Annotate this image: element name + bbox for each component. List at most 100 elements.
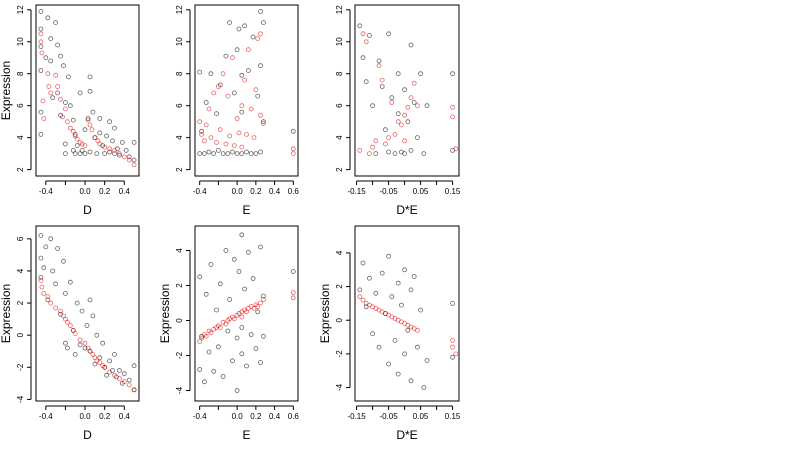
x-tick-label: -0.05 — [379, 187, 398, 196]
data-point — [203, 122, 209, 128]
data-point — [215, 147, 221, 153]
data-point — [245, 68, 251, 73]
data-point — [244, 363, 249, 369]
data-point — [231, 143, 237, 149]
data-point — [258, 300, 263, 306]
data-point — [255, 93, 261, 99]
data-point — [85, 116, 91, 121]
data-point — [211, 368, 217, 374]
data-point — [90, 109, 96, 115]
y-tick-label: 10 — [175, 37, 184, 46]
data-point — [234, 151, 240, 157]
data-point — [203, 100, 209, 105]
data-point — [112, 351, 117, 357]
data-point — [87, 297, 93, 303]
y-tick-label: 10 — [335, 37, 344, 46]
y-tick-label: 6 — [175, 103, 184, 108]
data-point — [389, 294, 395, 300]
data-point — [82, 345, 88, 351]
data-point — [363, 39, 369, 45]
data-point — [225, 328, 231, 334]
data-point — [43, 244, 49, 250]
data-point — [253, 151, 259, 157]
data-point — [402, 151, 408, 157]
scatter-panel: -0.4 0.0 0.2 0.4 0.6 2 4 6 8 10 12 E — [175, 4, 300, 217]
data-point — [398, 122, 404, 128]
data-point — [82, 340, 88, 346]
data-point — [418, 71, 424, 77]
data-point — [87, 74, 93, 80]
data-point — [215, 84, 221, 89]
data-point — [382, 141, 388, 147]
data-point — [70, 128, 76, 134]
data-point — [290, 151, 296, 157]
data-point — [100, 340, 106, 346]
data-point — [386, 361, 392, 367]
data-point — [402, 138, 408, 144]
data-point — [201, 379, 207, 385]
data-point — [89, 127, 95, 133]
data-point — [131, 162, 137, 168]
y-tick-label: -4 — [16, 395, 25, 403]
data-point — [203, 291, 209, 297]
x-axis-title: D — [83, 203, 92, 217]
data-point — [363, 79, 369, 85]
data-point — [107, 149, 112, 155]
y-tick-label: 2 — [16, 167, 25, 172]
data-point — [251, 135, 257, 141]
data-point — [131, 363, 137, 369]
data-point — [402, 87, 408, 93]
data-point — [373, 290, 379, 296]
data-point — [117, 368, 122, 373]
data-point — [126, 157, 132, 163]
data-point — [206, 106, 212, 112]
data-point — [227, 20, 233, 26]
data-point — [55, 90, 60, 96]
data-point — [395, 280, 401, 286]
data-point — [199, 335, 205, 341]
data-point — [38, 233, 44, 239]
data-point — [38, 274, 44, 280]
scatter-panel: -0.4 0.0 0.2 0.4 0.6 -4 -2 0 2 4 E Expression — [158, 225, 299, 442]
y-axis-title: Expression — [0, 61, 13, 120]
y-tick-label: 0 — [175, 318, 184, 323]
data-point — [48, 300, 54, 306]
y-tick-label: 8 — [335, 71, 344, 76]
x-tick-label: 0.15 — [445, 187, 461, 196]
data-point — [408, 378, 414, 384]
data-point — [402, 267, 408, 273]
data-point — [55, 42, 60, 48]
data-point — [53, 305, 58, 311]
data-point — [414, 327, 420, 333]
data-point — [201, 138, 207, 144]
data-point — [244, 131, 249, 137]
y-tick-label: 12 — [16, 5, 25, 14]
data-point — [258, 112, 263, 118]
data-point — [357, 23, 363, 29]
data-point — [45, 15, 51, 21]
data-point — [82, 151, 88, 157]
data-point — [117, 376, 122, 381]
data-point — [450, 300, 456, 306]
x-tick-label: 0.4 — [119, 187, 131, 196]
data-point — [87, 149, 93, 155]
data-point — [87, 122, 93, 128]
data-point — [376, 63, 382, 69]
x-tick-label: 0.6 — [288, 187, 300, 196]
data-point — [85, 117, 91, 123]
data-point — [258, 244, 263, 250]
data-point — [239, 109, 245, 115]
x-tick-label: 0.15 — [445, 412, 461, 421]
x-axis-title: E — [242, 428, 250, 442]
x-tick-label: 0.05 — [413, 412, 429, 421]
data-point — [203, 333, 209, 339]
data-point — [199, 131, 205, 137]
plot-frame — [194, 4, 299, 177]
data-point — [87, 348, 93, 354]
data-point — [55, 84, 60, 89]
data-point — [102, 151, 108, 157]
data-point — [395, 111, 401, 117]
data-point — [392, 337, 398, 343]
data-point — [67, 323, 73, 328]
data-point — [408, 287, 414, 293]
